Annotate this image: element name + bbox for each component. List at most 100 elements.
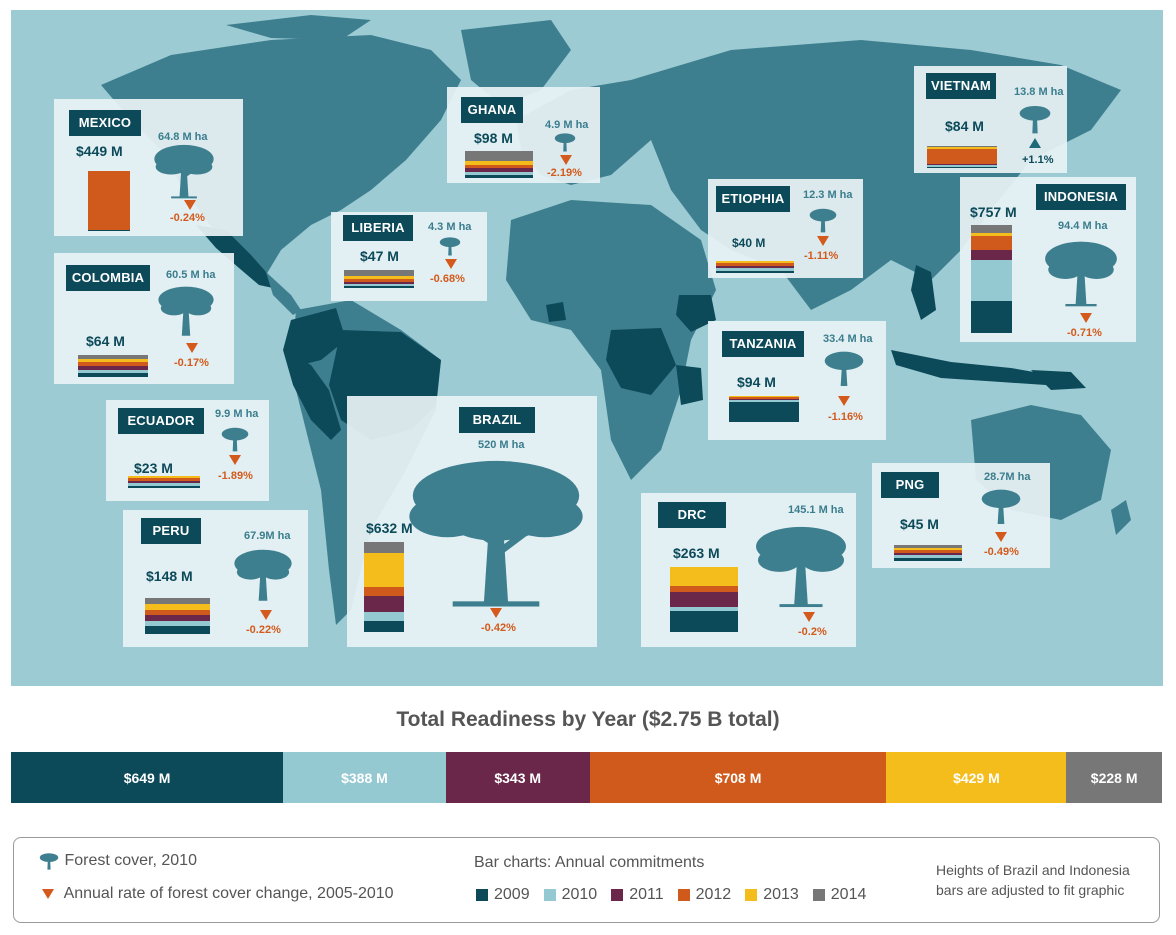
forest-change: -0.22%: [246, 624, 281, 636]
bar-segment-2012: [128, 478, 200, 481]
country-amount: $94 M: [737, 374, 776, 390]
legend-years: 2009 2010 2011 2012 2013 2014: [476, 886, 880, 904]
bar-segment-2012: [465, 165, 533, 169]
legend-bar-charts: Bar charts: Annual commitments: [474, 854, 705, 871]
country-name: ETIOPHIA: [716, 186, 790, 212]
bar-segment-2010: [927, 165, 997, 167]
bar-segment-2012: [894, 550, 962, 553]
bar-segment-2011: [670, 592, 738, 607]
country-card-ghana: GHANA $98 M 4.9 M ha -2.19%: [447, 87, 600, 183]
commitment-bar: [465, 151, 533, 178]
total-segment-2009: $649 M: [11, 752, 284, 803]
bar-segment-2011: [716, 265, 794, 269]
country-amount: $148 M: [146, 568, 193, 584]
bar-segment-2010: [894, 555, 962, 559]
forest-area: 67.9M ha: [244, 530, 291, 542]
country-card-png: PNG $45 M 28.7M ha -0.49%: [872, 463, 1050, 568]
bar-segment-2009: [670, 610, 738, 632]
legend-year-label: 2014: [830, 886, 867, 903]
commitment-bar: [894, 545, 962, 561]
bar-segment-2014: [344, 270, 414, 277]
change-triangle-icon: [838, 396, 850, 406]
bar-segment-2009: [894, 558, 962, 561]
bar-segment-2009: [88, 230, 130, 231]
legend-year-2013: 2013: [745, 886, 799, 904]
bar-segment-2010: [364, 611, 404, 622]
bar-segment-2009: [971, 300, 1012, 333]
legend-year-label: 2013: [763, 886, 799, 903]
tree-icon: [158, 286, 214, 336]
total-segment-2013: $429 M: [886, 752, 1067, 803]
country-name: MEXICO: [69, 110, 141, 136]
tree-icon: [409, 460, 583, 607]
legend-year-2012: 2012: [677, 886, 732, 904]
forest-area: 12.3 M ha: [803, 189, 853, 201]
forest-area: 145.1 M ha: [788, 504, 844, 516]
bar-segment-2014: [927, 146, 997, 148]
change-triangle-icon: [186, 343, 198, 353]
bar-segment-2011: [729, 398, 799, 400]
change-triangle-icon: [1080, 313, 1092, 323]
total-segment-2010: $388 M: [283, 752, 446, 803]
bar-segment-2011: [465, 168, 533, 172]
forest-area: 60.5 M ha: [166, 269, 216, 281]
bar-segment-2014: [145, 598, 210, 604]
legend-year-label: 2009: [494, 886, 530, 903]
commitment-bar: [927, 146, 997, 168]
bar-segment-2010: [729, 399, 799, 402]
bar-segment-2009: [78, 373, 148, 377]
bar-segment-2013: [78, 358, 148, 363]
legend-year-2010: 2010: [543, 886, 597, 904]
total-readiness-bar: $649 M $388 M $343 M $708 M $429 M $228 M: [11, 752, 1162, 803]
forest-change: +1.1%: [1022, 154, 1054, 166]
bar-segment-2011: [927, 164, 997, 166]
legend-forest-cover-label: Forest cover, 2010: [64, 852, 197, 870]
forest-area: 28.7M ha: [984, 471, 1031, 483]
change-triangle-icon: [817, 236, 829, 246]
bar-segment-2009: [729, 401, 799, 422]
country-name: PNG: [881, 472, 939, 498]
total-segment-2012: $708 M: [589, 752, 887, 803]
country-amount: $47 M: [360, 248, 399, 264]
bar-segment-2014: [465, 151, 533, 161]
bar-segment-2010: [465, 171, 533, 175]
change-triangle-icon: [803, 612, 815, 622]
country-card-peru: PERU $148 M 67.9M ha -0.22%: [123, 510, 308, 647]
change-triangle-icon: [184, 200, 196, 210]
change-triangle-icon: [445, 259, 457, 269]
bar-segment-2009: [716, 270, 794, 273]
bar-segment-2013: [729, 396, 799, 398]
country-amount: $263 M: [673, 545, 720, 561]
tree-icon: [1045, 241, 1117, 307]
legend-note-1: Heights of Brazil and Indonesia: [936, 862, 1130, 878]
forest-change: -2.19%: [547, 167, 582, 179]
bar-segment-2012: [971, 235, 1012, 250]
bar-segment-2011: [78, 365, 148, 370]
bar-segment-2012: [716, 263, 794, 266]
tree-icon: [439, 237, 461, 256]
commitment-bar: [364, 542, 404, 634]
forest-area: 4.3 M ha: [428, 221, 472, 233]
commitment-bar: [145, 598, 210, 634]
country-name: VIETNAM: [926, 73, 996, 99]
country-card-brazil: BRAZIL $632 M 520 M ha -0.42%: [347, 396, 597, 647]
bar-segment-2012: [927, 148, 997, 165]
forest-change: -1.16%: [828, 411, 863, 423]
forest-change: -0.2%: [798, 626, 827, 638]
bar-segment-2009: [364, 621, 404, 633]
bar-segment-2013: [465, 160, 533, 166]
commitment-bar: [670, 567, 738, 632]
country-name: ECUADOR: [118, 408, 204, 434]
legend-year-label: 2012: [695, 886, 732, 903]
country-name: DRC: [658, 502, 726, 528]
legend: Forest cover, 2010 Annual rate of forest…: [13, 837, 1160, 923]
forest-area: 64.8 M ha: [158, 131, 208, 143]
change-triangle-icon: [260, 610, 272, 620]
bar-segment-2014: [971, 225, 1012, 233]
bar-segment-2011: [344, 281, 414, 284]
legend-year-2014: 2014: [812, 886, 867, 904]
change-triangle-icon: [995, 532, 1007, 542]
country-amount: $757 M: [970, 204, 1017, 220]
bar-segment-2011: [894, 552, 962, 556]
commitment-bar: [78, 355, 148, 377]
